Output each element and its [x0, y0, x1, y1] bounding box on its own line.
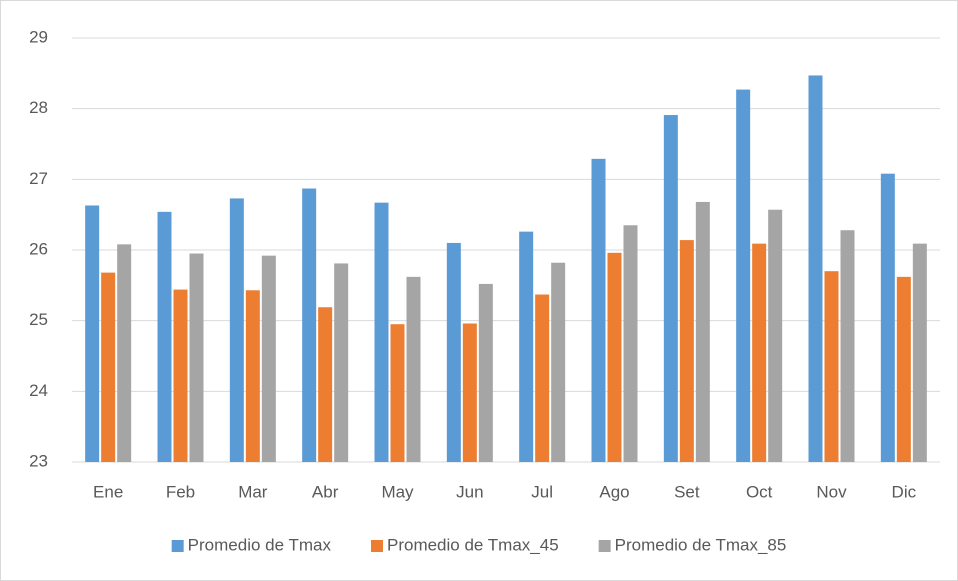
bar — [117, 244, 132, 462]
bar — [679, 240, 694, 462]
y-tick-label: 23 — [29, 451, 48, 470]
bar — [607, 252, 622, 462]
bar — [736, 89, 751, 462]
bar — [663, 115, 678, 462]
bar — [896, 276, 911, 462]
bar — [406, 276, 421, 462]
bar — [591, 158, 606, 462]
bar — [157, 211, 172, 462]
legend-label: Promedio de Tmax — [188, 535, 332, 554]
bar — [880, 173, 895, 462]
bar — [390, 324, 405, 462]
bar — [695, 201, 710, 463]
bar — [245, 290, 260, 462]
legend-label: Promedio de Tmax_45 — [387, 535, 559, 554]
bar — [768, 209, 783, 462]
bar — [229, 198, 244, 462]
x-tick-label: Ago — [599, 482, 629, 501]
x-tick-label: Jul — [531, 482, 553, 501]
y-tick-label: 24 — [29, 381, 48, 400]
bar — [85, 205, 100, 463]
bar — [189, 253, 204, 462]
bar — [551, 262, 566, 462]
x-tick-label: Dic — [892, 482, 917, 501]
x-tick-label: Nov — [816, 482, 847, 501]
x-tick-label: May — [381, 482, 414, 501]
x-tick-label: Ene — [93, 482, 123, 501]
y-tick-label: 26 — [29, 239, 48, 258]
bar — [374, 202, 389, 463]
bar — [912, 243, 927, 462]
bar — [623, 225, 638, 462]
x-tick-label: Feb — [166, 482, 195, 501]
bar — [478, 283, 493, 462]
x-tick-label: Jun — [456, 482, 483, 501]
bar — [840, 230, 855, 462]
y-tick-label: 27 — [29, 169, 48, 188]
bar — [318, 307, 333, 462]
x-tick-label: Mar — [238, 482, 268, 501]
legend-swatch — [370, 540, 383, 552]
bar — [302, 188, 317, 462]
legend-swatch — [171, 540, 184, 552]
bar — [519, 231, 534, 462]
y-tick-label: 29 — [29, 27, 48, 46]
y-tick-label: 28 — [29, 98, 48, 117]
bar — [535, 294, 550, 462]
bar — [261, 255, 276, 462]
bar — [334, 263, 349, 462]
bar — [101, 272, 116, 462]
bar — [808, 75, 823, 462]
legend-swatch — [598, 540, 611, 552]
bar — [824, 271, 839, 462]
bar — [752, 243, 767, 462]
bar — [446, 242, 461, 462]
bar — [173, 289, 188, 462]
x-tick-label: Oct — [746, 482, 773, 501]
y-tick-label: 25 — [29, 310, 48, 329]
bar — [462, 323, 477, 462]
legend-label: Promedio de Tmax_85 — [615, 535, 787, 554]
x-tick-label: Abr — [312, 482, 339, 501]
x-tick-label: Set — [674, 482, 700, 501]
